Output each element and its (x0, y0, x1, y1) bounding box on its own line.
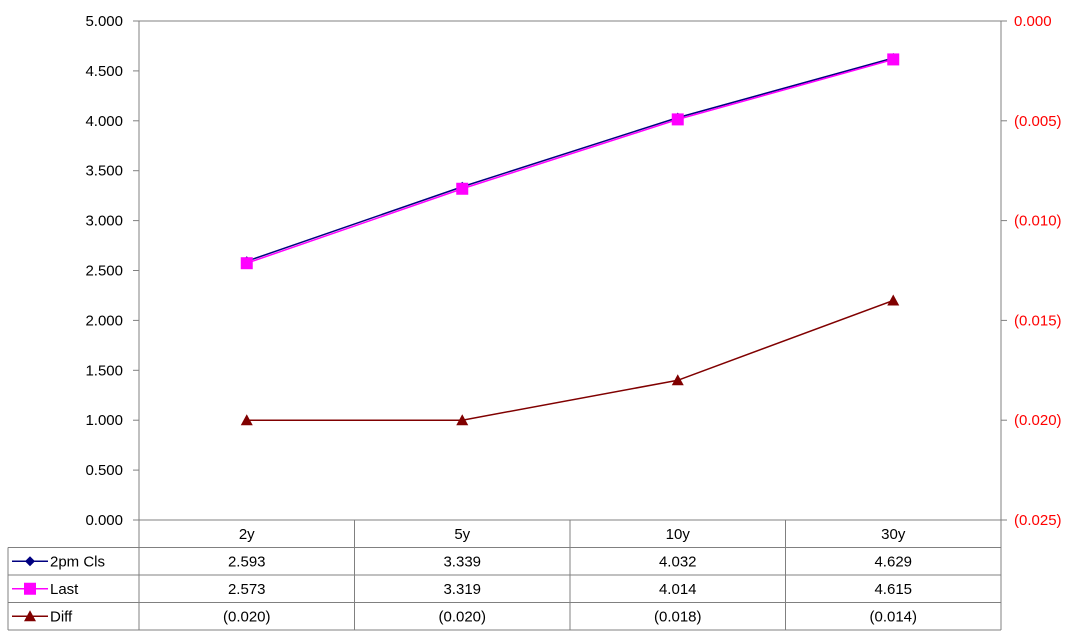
left-tick-label: 3.500 (85, 163, 123, 180)
table-cell: 2.593 (228, 553, 266, 570)
table-cell: 4.032 (659, 553, 697, 570)
category-label: 10y (666, 526, 691, 543)
left-tick-label: 2.500 (85, 263, 123, 280)
table-cell: 3.339 (443, 553, 481, 570)
table-cell: 2.573 (228, 581, 266, 598)
right-tick-label: (0.020) (1014, 412, 1062, 429)
data-point (240, 257, 253, 270)
table-cell: 4.615 (874, 581, 912, 598)
data-table: 2y 5y 10y 30y 2pm Cls 2.593 3.339 4.032 4.629 Las… (7, 519, 1002, 631)
plot-area (138, 20, 1002, 521)
left-tick-label: 0.000 (85, 512, 123, 529)
table-cell: (0.020) (223, 608, 271, 625)
series-line-last (246, 58, 894, 264)
left-tick-label: 0.500 (85, 462, 123, 479)
right-tick-label: (0.015) (1014, 312, 1062, 329)
left-tick-label: 4.000 (85, 113, 123, 130)
series-line-2pm-cls (246, 57, 894, 262)
right-tick-label: (0.005) (1014, 113, 1062, 130)
data-point (240, 414, 253, 426)
left-tick-label: 4.500 (85, 63, 123, 80)
data-point (456, 182, 469, 195)
table-cell: 4.629 (874, 553, 912, 570)
data-point (887, 53, 900, 66)
category-label: 2y (239, 526, 255, 543)
right-y-axis: (0.025) (0.020) (0.015) (0.010) (0.005) 0.000 (1001, 13, 1062, 529)
table-cell: 3.319 (443, 581, 481, 598)
right-tick-label: (0.025) (1014, 512, 1062, 529)
legend-key-marker (25, 556, 35, 567)
data-point (887, 294, 900, 306)
legend-key-marker (24, 610, 36, 622)
category-label: 5y (454, 526, 470, 543)
series-layer (240, 53, 900, 426)
table-cell: (0.020) (438, 608, 486, 625)
left-tick-label: 1.500 (85, 362, 123, 379)
series-line-diff (246, 299, 894, 421)
left-tick-label: 5.000 (85, 13, 123, 30)
data-point (671, 113, 684, 126)
data-point (456, 414, 469, 426)
legend-label: Last (50, 581, 79, 598)
left-tick-label: 2.000 (85, 312, 123, 329)
table-cell: (0.014) (869, 608, 917, 625)
left-tick-label: 1.000 (85, 412, 123, 429)
right-tick-label: 0.000 (1014, 13, 1052, 30)
category-label: 30y (881, 526, 906, 543)
legend-label: 2pm Cls (50, 553, 105, 570)
table-cell: 4.014 (659, 581, 697, 598)
right-tick-label: (0.010) (1014, 213, 1062, 230)
left-y-axis: 0.000 0.500 1.000 1.500 2.000 2.500 3.000 3.500… (85, 13, 139, 529)
data-point (671, 374, 684, 386)
legend-label: Diff (50, 608, 73, 625)
legend-key-marker (24, 582, 36, 595)
table-cell: (0.018) (654, 608, 702, 625)
left-tick-label: 3.000 (85, 213, 123, 230)
